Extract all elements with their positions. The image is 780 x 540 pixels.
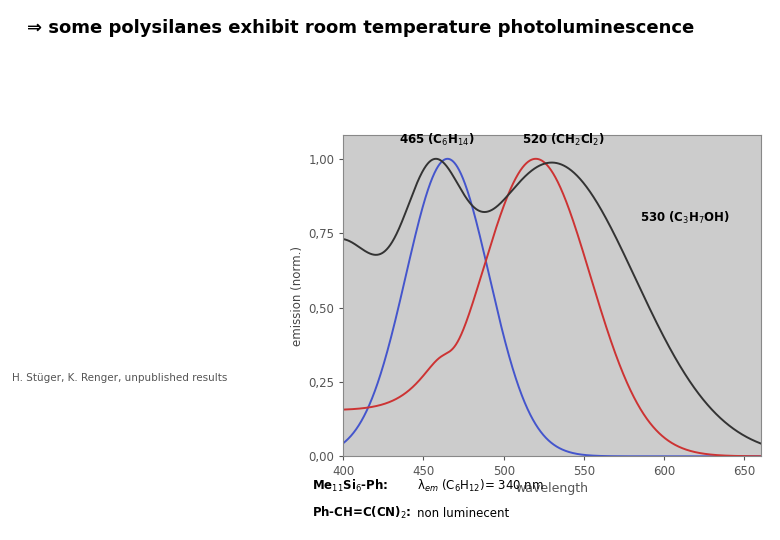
Text: H. Stüger, K. Renger, unpublished results: H. Stüger, K. Renger, unpublished result… — [12, 373, 227, 383]
Text: ⇒ some polysilanes exhibit room temperature photoluminescence: ⇒ some polysilanes exhibit room temperat… — [27, 19, 694, 37]
Text: 520 (CH$_2$Cl$_2$): 520 (CH$_2$Cl$_2$) — [522, 132, 604, 149]
Text: 530 (C$_3$H$_7$OH): 530 (C$_3$H$_7$OH) — [640, 210, 730, 226]
Y-axis label: emission (norm.): emission (norm.) — [291, 246, 304, 346]
Text: Me$_{11}$Si$_6$-Ph:: Me$_{11}$Si$_6$-Ph: — [312, 478, 388, 495]
Text: Ph-CH=C(CN)$_2$:: Ph-CH=C(CN)$_2$: — [312, 505, 411, 522]
Text: non luminecent: non luminecent — [417, 507, 509, 521]
Text: λ$_{em}$ (C$_6$H$_{12}$)= 340 nm: λ$_{em}$ (C$_6$H$_{12}$)= 340 nm — [417, 478, 544, 495]
Text: 465 (C$_6$H$_{14}$): 465 (C$_6$H$_{14}$) — [399, 132, 474, 149]
X-axis label: wavelength: wavelength — [516, 483, 588, 496]
